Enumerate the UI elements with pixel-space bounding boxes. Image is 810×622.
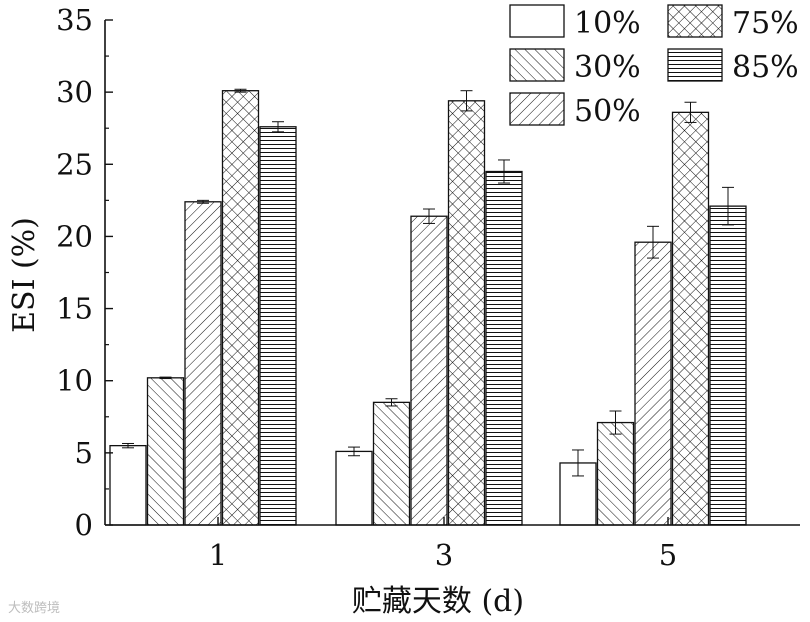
y-tick-label: 15 — [56, 292, 93, 326]
bar-50pct-day1 — [184, 201, 222, 526]
legend-swatch — [509, 48, 565, 82]
legend-label: 10% — [574, 6, 641, 41]
bar-75pct-day1 — [221, 90, 260, 526]
bar-75pct-day5 — [671, 111, 710, 526]
y-tick-label: 30 — [56, 75, 93, 109]
legend-swatch — [509, 4, 565, 38]
legend-label: 85% — [732, 50, 799, 85]
y-axis-label: ESI (%) — [7, 217, 42, 333]
x-tick-label: 5 — [659, 538, 677, 572]
legend: 10% 30% 50% 75% 85% — [509, 4, 799, 129]
bar-75pct-day3 — [447, 100, 486, 526]
legend-label: 75% — [732, 6, 799, 41]
bar-50pct-day5 — [634, 241, 672, 526]
bar-10pct-day3 — [335, 450, 373, 526]
x-tick-label: 1 — [209, 538, 227, 572]
bar-10pct-day1 — [109, 444, 147, 526]
bar-30pct-day3 — [372, 401, 411, 526]
legend-label: 30% — [574, 50, 641, 85]
y-tick-label: 35 — [56, 3, 93, 37]
x-axis-label: 贮藏天数 (d) — [352, 584, 524, 619]
legend-swatch — [667, 4, 723, 38]
bar-50pct-day3 — [410, 215, 448, 526]
y-tick-label: 25 — [56, 147, 93, 181]
bar-85pct-day3 — [485, 170, 523, 526]
legend-label: 50% — [574, 94, 641, 129]
bars-group — [109, 88, 747, 526]
y-tick-label: 0 — [75, 508, 93, 542]
x-tick-label: 3 — [435, 538, 453, 572]
y-tick-label: 20 — [56, 219, 93, 253]
bar-30pct-day5 — [596, 421, 635, 526]
legend-swatch — [667, 48, 723, 82]
legend-swatch — [509, 92, 565, 126]
y-tick-label: 10 — [56, 364, 93, 398]
bar-85pct-day5 — [709, 205, 747, 526]
bar-30pct-day1 — [146, 377, 185, 526]
y-tick-label: 5 — [75, 436, 93, 470]
bar-85pct-day1 — [259, 126, 297, 526]
watermark: 大数跨境 — [8, 601, 61, 616]
